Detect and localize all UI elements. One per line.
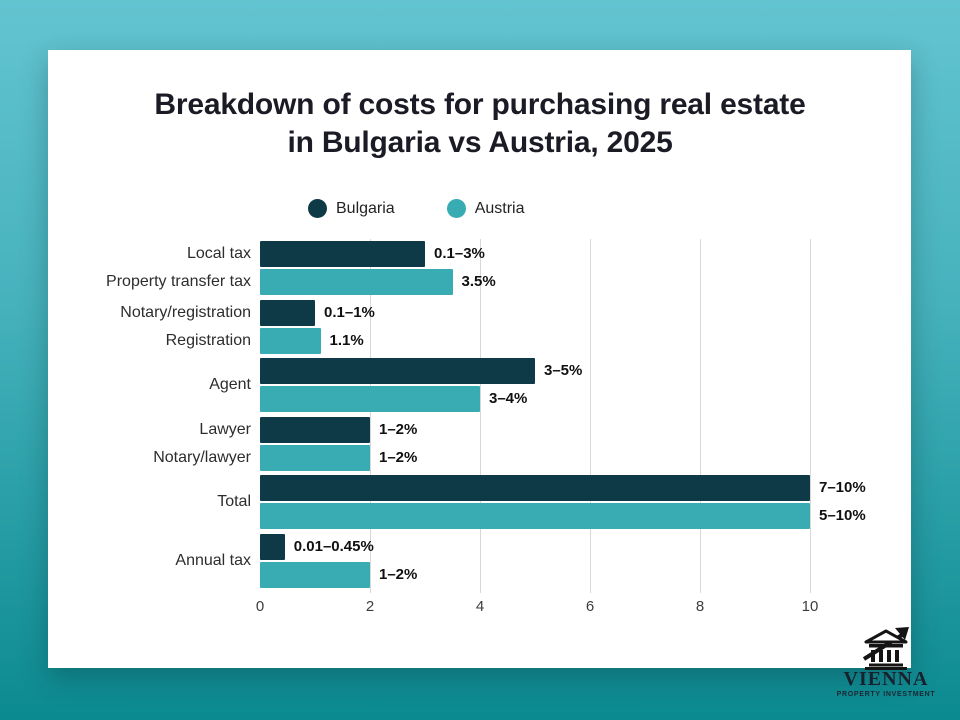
logo-tagline-text: PROPERTY INVESTMENT	[836, 691, 936, 698]
category-label: Lawyer	[199, 420, 251, 438]
value-label: 3–5%	[544, 362, 583, 379]
bar-bulgaria	[260, 358, 535, 384]
category-label: Local tax	[186, 245, 251, 262]
x-tick-label: 6	[585, 598, 595, 615]
legend-label-austria: Austria	[474, 199, 525, 217]
building-arrow-icon	[862, 627, 909, 670]
category-label: Notary/lawyer	[153, 448, 251, 466]
bar-austria	[260, 386, 480, 412]
gridline	[699, 239, 701, 593]
gridline	[809, 239, 811, 593]
x-tick-label: 8	[695, 598, 705, 615]
bar-austria	[260, 327, 321, 354]
bar-austria	[260, 503, 810, 529]
legend: Bulgaria Austria	[308, 199, 525, 218]
value-label: 1–2%	[379, 565, 418, 583]
bar-austria	[260, 444, 370, 471]
gridline	[589, 239, 591, 593]
bar-austria	[260, 561, 370, 588]
value-label: 0.01–0.45%	[293, 537, 374, 555]
austria-dot-icon	[446, 199, 466, 218]
category-label: Notary/registration	[120, 303, 251, 321]
value-label: 0.1–1%	[324, 303, 375, 321]
category-label: Registration	[165, 331, 251, 349]
bulgaria-dot-icon	[308, 199, 327, 218]
category-label: Property transfer tax	[106, 273, 251, 290]
value-label: 7–10%	[819, 479, 866, 496]
x-tick-label: 10	[801, 598, 819, 615]
bar-bulgaria	[260, 416, 370, 443]
category-label: Annual tax	[175, 551, 251, 569]
x-tick-label: 2	[365, 598, 375, 615]
category-label: Agent	[209, 376, 251, 393]
legend-item-austria: Austria	[446, 199, 525, 218]
logo-brand-text: VIENNA	[843, 668, 929, 690]
value-label: 5–10%	[819, 507, 866, 524]
legend-item-bulgaria: Bulgaria	[308, 199, 395, 218]
legend-label-bulgaria: Bulgaria	[336, 199, 395, 217]
category-label: Total	[217, 493, 251, 510]
value-label: 3–4%	[489, 390, 528, 407]
brand-logo: VIENNA PROPERTY INVESTMENT	[830, 622, 960, 714]
value-label: 1–2%	[379, 448, 418, 466]
gridline	[479, 239, 481, 593]
bar-bulgaria	[260, 475, 810, 501]
bar-bulgaria	[260, 533, 285, 560]
gridline	[369, 239, 371, 593]
x-tick-label: 4	[475, 598, 485, 615]
x-tick-label: 0	[255, 598, 265, 615]
bar-bulgaria	[260, 299, 315, 326]
value-label: 0.1–3%	[434, 245, 485, 262]
bar-bulgaria	[260, 241, 425, 267]
bar-austria	[260, 269, 453, 295]
chart-title: Breakdown of costs for purchasing real e…	[154, 88, 806, 159]
value-label: 3.5%	[461, 273, 496, 290]
value-label: 1.1%	[329, 331, 364, 349]
value-label: 1–2%	[379, 420, 418, 438]
